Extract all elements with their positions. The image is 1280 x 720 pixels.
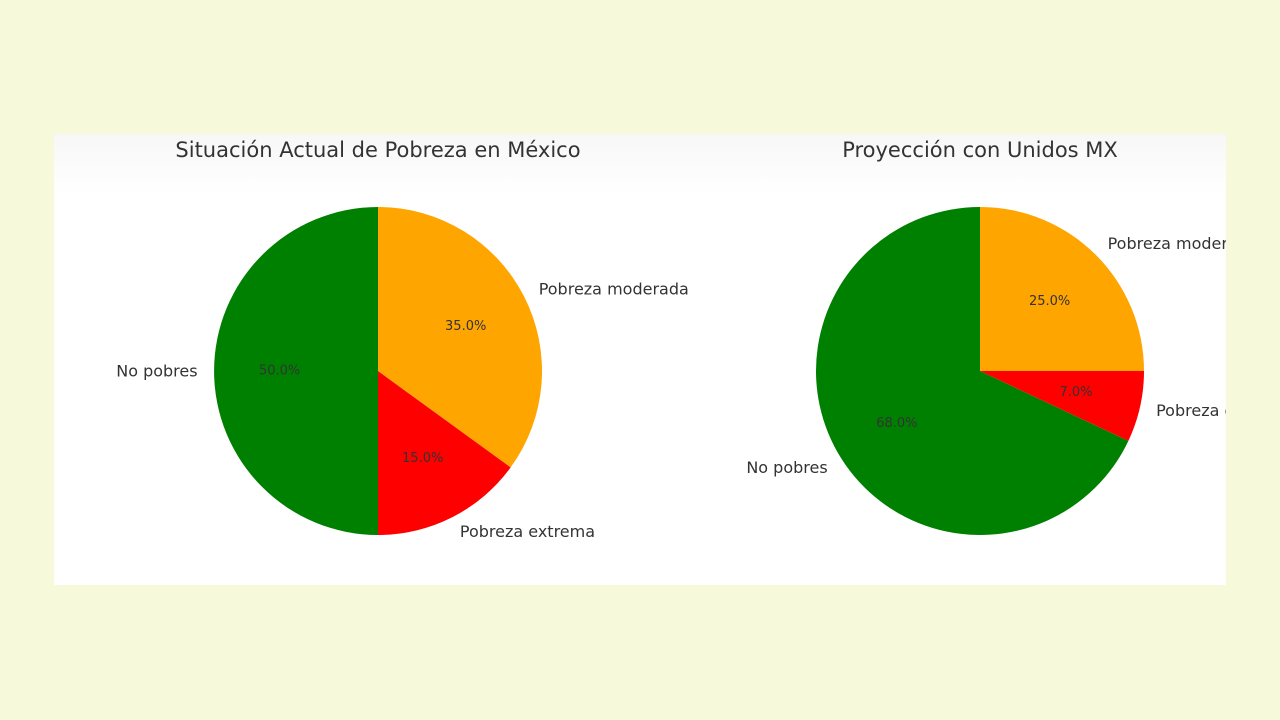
slice-label-pobreza-moderada: Pobreza moderada	[539, 280, 689, 299]
slice-label-pobreza-moderada: Pobreza moderada	[1108, 234, 1226, 253]
pie-slice-pobreza-extrema	[980, 371, 1144, 441]
chart-title: Proyección con Unidos MX	[842, 138, 1118, 162]
pie-chart-2: Proyección con Unidos MX No pobres 68.0% Po…	[746, 138, 1226, 535]
chart-title: Situación Actual de Pobreza en México	[175, 138, 580, 162]
slice-label-no-pobres: No pobres	[746, 458, 827, 477]
value-label-no-pobres: 68.0%	[876, 416, 917, 431]
pie-slice-pobreza-extrema	[378, 371, 511, 535]
chart-panel: Situación Actual de Pobreza en México No …	[54, 134, 1226, 585]
pie-slice-no-pobres	[815, 207, 1129, 535]
value-label-pobreza-moderada: 35.0%	[445, 319, 486, 334]
slice-label-pobreza-extrema: Pobreza extrema	[460, 522, 595, 541]
charts-svg: Situación Actual de Pobreza en México No …	[116, 138, 1226, 541]
value-label-pobreza-extrema: 7.0%	[1059, 385, 1092, 400]
slice-label-pobreza-extrema: Pobreza extrema	[1156, 401, 1226, 420]
pie-chart-1: Situación Actual de Pobreza en México No …	[116, 138, 689, 541]
value-label-pobreza-extrema: 15.0%	[402, 451, 443, 466]
slice-label-no-pobres: No pobres	[116, 362, 197, 381]
pie-slice-pobreza-moderada	[378, 207, 543, 468]
value-label-no-pobres: 50.0%	[259, 364, 300, 379]
pie-slice-no-pobres	[214, 207, 378, 535]
pie-slice-pobreza-moderada	[980, 207, 1144, 371]
value-label-pobreza-moderada: 25.0%	[1029, 294, 1070, 309]
